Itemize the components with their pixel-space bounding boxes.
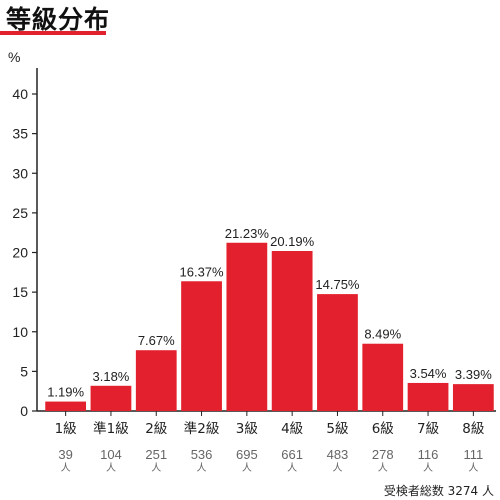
count-unit-label: 人 — [151, 462, 161, 474]
y-tick-label: 35 — [12, 126, 28, 142]
y-tick-label: 20 — [12, 245, 28, 261]
count-label: 483 — [327, 447, 349, 462]
bar-value-label: 3.18% — [93, 369, 130, 384]
bar-5 — [226, 242, 268, 411]
category-label: 8級 — [462, 421, 485, 437]
bar-3 — [135, 350, 177, 411]
count-label: 104 — [100, 447, 122, 462]
category-label: 4級 — [281, 421, 304, 437]
category-label: 準2級 — [184, 421, 220, 437]
bar-9 — [407, 382, 449, 411]
count-label: 39 — [58, 447, 72, 462]
y-tick-label: 10 — [12, 324, 28, 340]
count-label: 278 — [372, 447, 394, 462]
count-unit-label: 人 — [242, 462, 252, 474]
bar-value-label: 14.75% — [315, 277, 360, 292]
y-tick-label: 0 — [20, 403, 28, 419]
y-tick-label: 30 — [12, 165, 28, 181]
count-unit-label: 人 — [423, 462, 433, 474]
count-label: 111 — [463, 447, 483, 462]
y-tick-label: 15 — [12, 284, 28, 300]
count-label: 536 — [191, 447, 213, 462]
bar-value-label: 8.49% — [364, 327, 401, 342]
category-label: 2級 — [145, 421, 168, 437]
count-unit-label: 人 — [378, 462, 388, 474]
count-unit-label: 人 — [197, 462, 207, 474]
bar-4 — [181, 281, 222, 411]
bar-10 — [452, 384, 494, 411]
bar-1 — [45, 401, 87, 411]
count-label: 695 — [236, 447, 258, 462]
category-label: 3級 — [236, 421, 259, 437]
bar-value-label: 20.19% — [270, 234, 315, 249]
category-label: 準1級 — [93, 421, 129, 437]
bar-value-label: 3.39% — [455, 367, 492, 382]
y-tick-label: 40 — [12, 86, 28, 102]
category-label: 6級 — [372, 421, 395, 437]
y-tick-label: 25 — [12, 205, 28, 221]
count-unit-label: 人 — [287, 462, 297, 474]
count-label: 116 — [418, 447, 439, 462]
bar-2 — [90, 385, 132, 411]
category-label: 7級 — [417, 421, 440, 437]
category-label: 5級 — [326, 421, 349, 437]
bar-value-label: 3.54% — [410, 366, 447, 381]
count-unit-label: 人 — [61, 462, 71, 474]
y-tick-label: 5 — [20, 363, 28, 379]
bar-value-label: 21.23% — [225, 226, 270, 241]
bar-7 — [317, 294, 358, 411]
count-unit-label: 人 — [106, 462, 116, 474]
bar-6 — [271, 250, 313, 411]
count-unit-label: 人 — [332, 462, 342, 474]
total-examinees-label: 受検者総数 3274 人 — [383, 484, 494, 498]
count-unit-label: 人 — [468, 462, 478, 474]
bar-value-label: 1.19% — [47, 385, 84, 400]
bar-value-label: 7.67% — [138, 333, 175, 348]
y-axis-unit-label: % — [8, 49, 20, 65]
count-label: 251 — [145, 447, 167, 462]
count-label: 661 — [281, 447, 303, 462]
page-title: 等級分布 — [6, 5, 111, 34]
bar-8 — [362, 343, 404, 411]
title-underline — [0, 31, 106, 35]
bar-value-label: 16.37% — [180, 264, 225, 279]
category-label: 1級 — [55, 421, 78, 437]
